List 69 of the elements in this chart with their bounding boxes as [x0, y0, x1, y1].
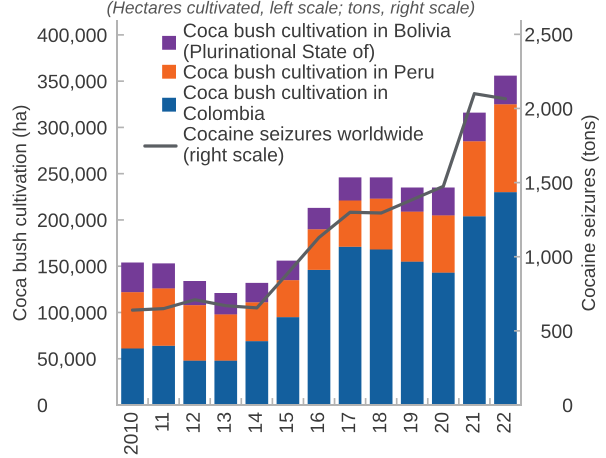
bar [246, 302, 268, 342]
x-tick-label: 21 [466, 412, 480, 433]
bar [370, 198, 392, 250]
chart-subtitle: (Hectares cultivated, left scale; tons, right scale) [107, 0, 474, 18]
bar [308, 270, 330, 405]
bar [432, 188, 455, 216]
legend-label: Coca bush cultivation in Peru [184, 64, 434, 79]
bar [494, 104, 517, 192]
y2-tick-label: 2,000 [525, 102, 572, 118]
y2-tick-label: 2,500 [525, 28, 572, 44]
x-tick-label: 19 [404, 412, 418, 432]
bar [214, 314, 238, 361]
x-tick-label: 11 [155, 412, 169, 431]
bar [276, 280, 300, 318]
bar [494, 192, 517, 405]
bar [463, 216, 486, 405]
bar [308, 208, 330, 230]
y2-tick-label: 1,000 [526, 250, 572, 266]
y2-tick-label: 0 [562, 398, 572, 412]
y-tick-label: 100,000 [38, 306, 107, 322]
bar [246, 282, 268, 302]
bar [432, 215, 455, 273]
y-tick-label: 150,000 [38, 260, 107, 276]
bar [121, 292, 144, 349]
y2-tick-label: 1,500 [526, 176, 572, 192]
y2-axis-title: Cocaine seizures (tons) [581, 116, 599, 311]
bar [370, 177, 392, 199]
legend-label: Coca bush cultivation in Colombia [184, 84, 387, 120]
y-tick-label: 250,000 [38, 167, 107, 184]
y-tick-label: 400,000 [37, 28, 107, 44]
bar [152, 288, 175, 346]
x-tick-label: 20 [434, 412, 449, 433]
bar [338, 200, 362, 247]
legend-label: Coca bush cultivation in Bolivia (Plurinational State of) [184, 23, 451, 62]
bar [494, 76, 517, 104]
bar [338, 177, 362, 201]
x-tick-label: 12 [186, 412, 200, 432]
bar [152, 263, 175, 288]
y-tick-label: 0 [38, 398, 48, 412]
y-tick-label: 200,000 [38, 213, 107, 230]
x-tick-label: 15 [280, 412, 294, 432]
bar [121, 262, 144, 292]
x-tick-label: 2010 [124, 412, 138, 454]
bar [183, 305, 206, 361]
bar [400, 212, 424, 262]
bar [183, 360, 206, 405]
y-tick-label: 350,000 [38, 74, 107, 91]
bar [152, 346, 175, 405]
y-tick-label: 50,000 [38, 352, 96, 368]
legend-label: Cocaine seizures worldwide (right scale) [184, 126, 423, 166]
x-tick-label: 18 [372, 412, 386, 432]
bar [121, 348, 144, 405]
bar [370, 250, 392, 405]
y2-tick-label: 500 [541, 324, 572, 338]
bar [214, 360, 238, 405]
bar [246, 341, 268, 405]
bar [338, 246, 362, 405]
bar [400, 262, 424, 405]
x-tick-label: 17 [342, 412, 356, 432]
bar [463, 112, 486, 142]
bar [432, 272, 455, 405]
x-tick-label: 13 [217, 412, 231, 432]
x-tick-label: 22 [496, 412, 510, 433]
bar [276, 317, 300, 405]
y-tick-label: 300,000 [38, 120, 107, 137]
x-tick-label: 14 [248, 412, 262, 432]
x-tick-label: 16 [310, 412, 324, 432]
bar [463, 141, 486, 216]
y-axis-title: Coca bush cultivation (ha) [12, 106, 30, 320]
